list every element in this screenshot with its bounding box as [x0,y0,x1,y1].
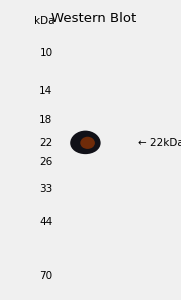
Text: ← 22kDa: ← 22kDa [138,138,181,148]
Text: 26: 26 [39,157,52,167]
Text: 14: 14 [39,86,52,96]
Text: 70: 70 [39,271,52,281]
Text: 18: 18 [39,115,52,125]
Text: 10: 10 [39,48,52,58]
Text: 22: 22 [39,138,52,148]
Ellipse shape [70,130,101,154]
Text: 33: 33 [39,184,52,194]
Ellipse shape [80,137,95,149]
Text: 44: 44 [39,218,52,227]
Text: Western Blot: Western Blot [52,13,137,26]
Text: kDa: kDa [34,16,54,26]
